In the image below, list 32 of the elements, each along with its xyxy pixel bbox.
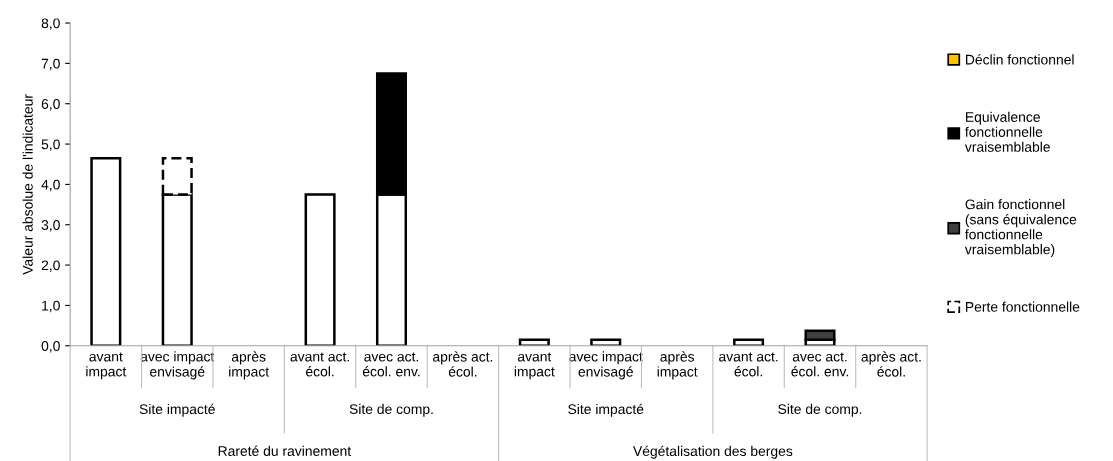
y-tick-label: 3,0 bbox=[41, 220, 60, 232]
legend-label: Déclin fonctionnel bbox=[966, 54, 1074, 65]
x-tick-label: après impact bbox=[657, 351, 698, 380]
x-tick-label: après act. écol. bbox=[861, 351, 921, 377]
y-tick-label: 7,0 bbox=[41, 58, 60, 71]
legend-label: Gain fonctionnel (sans équivalence fonctionnelle vraisemblable) bbox=[964, 199, 1077, 258]
y-tick-label: 5,0 bbox=[41, 139, 60, 151]
text: Site de comp. bbox=[778, 403, 862, 417]
text: Site impacté bbox=[568, 403, 644, 417]
x-tick-label: avant impact bbox=[514, 352, 555, 380]
legend-label: Perte fonctionnelle bbox=[966, 301, 1080, 312]
y-tick-label: 8,0 bbox=[41, 18, 60, 30]
y-axis-title: Valeur absolue de l'indicateur bbox=[22, 94, 33, 275]
text: Site de comp. bbox=[349, 403, 433, 417]
text: Rareté du ravinement bbox=[218, 445, 352, 456]
y-tick-label: 6,0 bbox=[41, 99, 60, 111]
x-tick-label: avant act. écol. bbox=[719, 352, 778, 377]
x-tick-label: avec impact envisagé bbox=[140, 351, 215, 380]
y-tick-label: 2,0 bbox=[41, 260, 60, 272]
x-tick-label: après impact bbox=[229, 351, 270, 380]
text: Végétalisation des berges bbox=[633, 445, 793, 459]
x-tick-label: avec act. écol. env. bbox=[362, 352, 420, 377]
x-tick-label: avec impact envisagé bbox=[569, 351, 643, 380]
x-tick-label: avant act. écol. bbox=[290, 352, 349, 377]
y-tick-label: 1,0 bbox=[42, 300, 60, 313]
legend-label: Equivalence fonctionnelle vraisemblable bbox=[964, 111, 1050, 152]
y-tick-label: 0,0 bbox=[41, 341, 60, 353]
text: Site impacté bbox=[139, 403, 215, 417]
x-tick-label: avec act. écol. env. bbox=[791, 352, 848, 377]
y-tick-label: 4,0 bbox=[41, 179, 60, 192]
x-tick-label: après act. écol. bbox=[433, 351, 493, 377]
x-tick-label: avant impact bbox=[86, 352, 127, 380]
